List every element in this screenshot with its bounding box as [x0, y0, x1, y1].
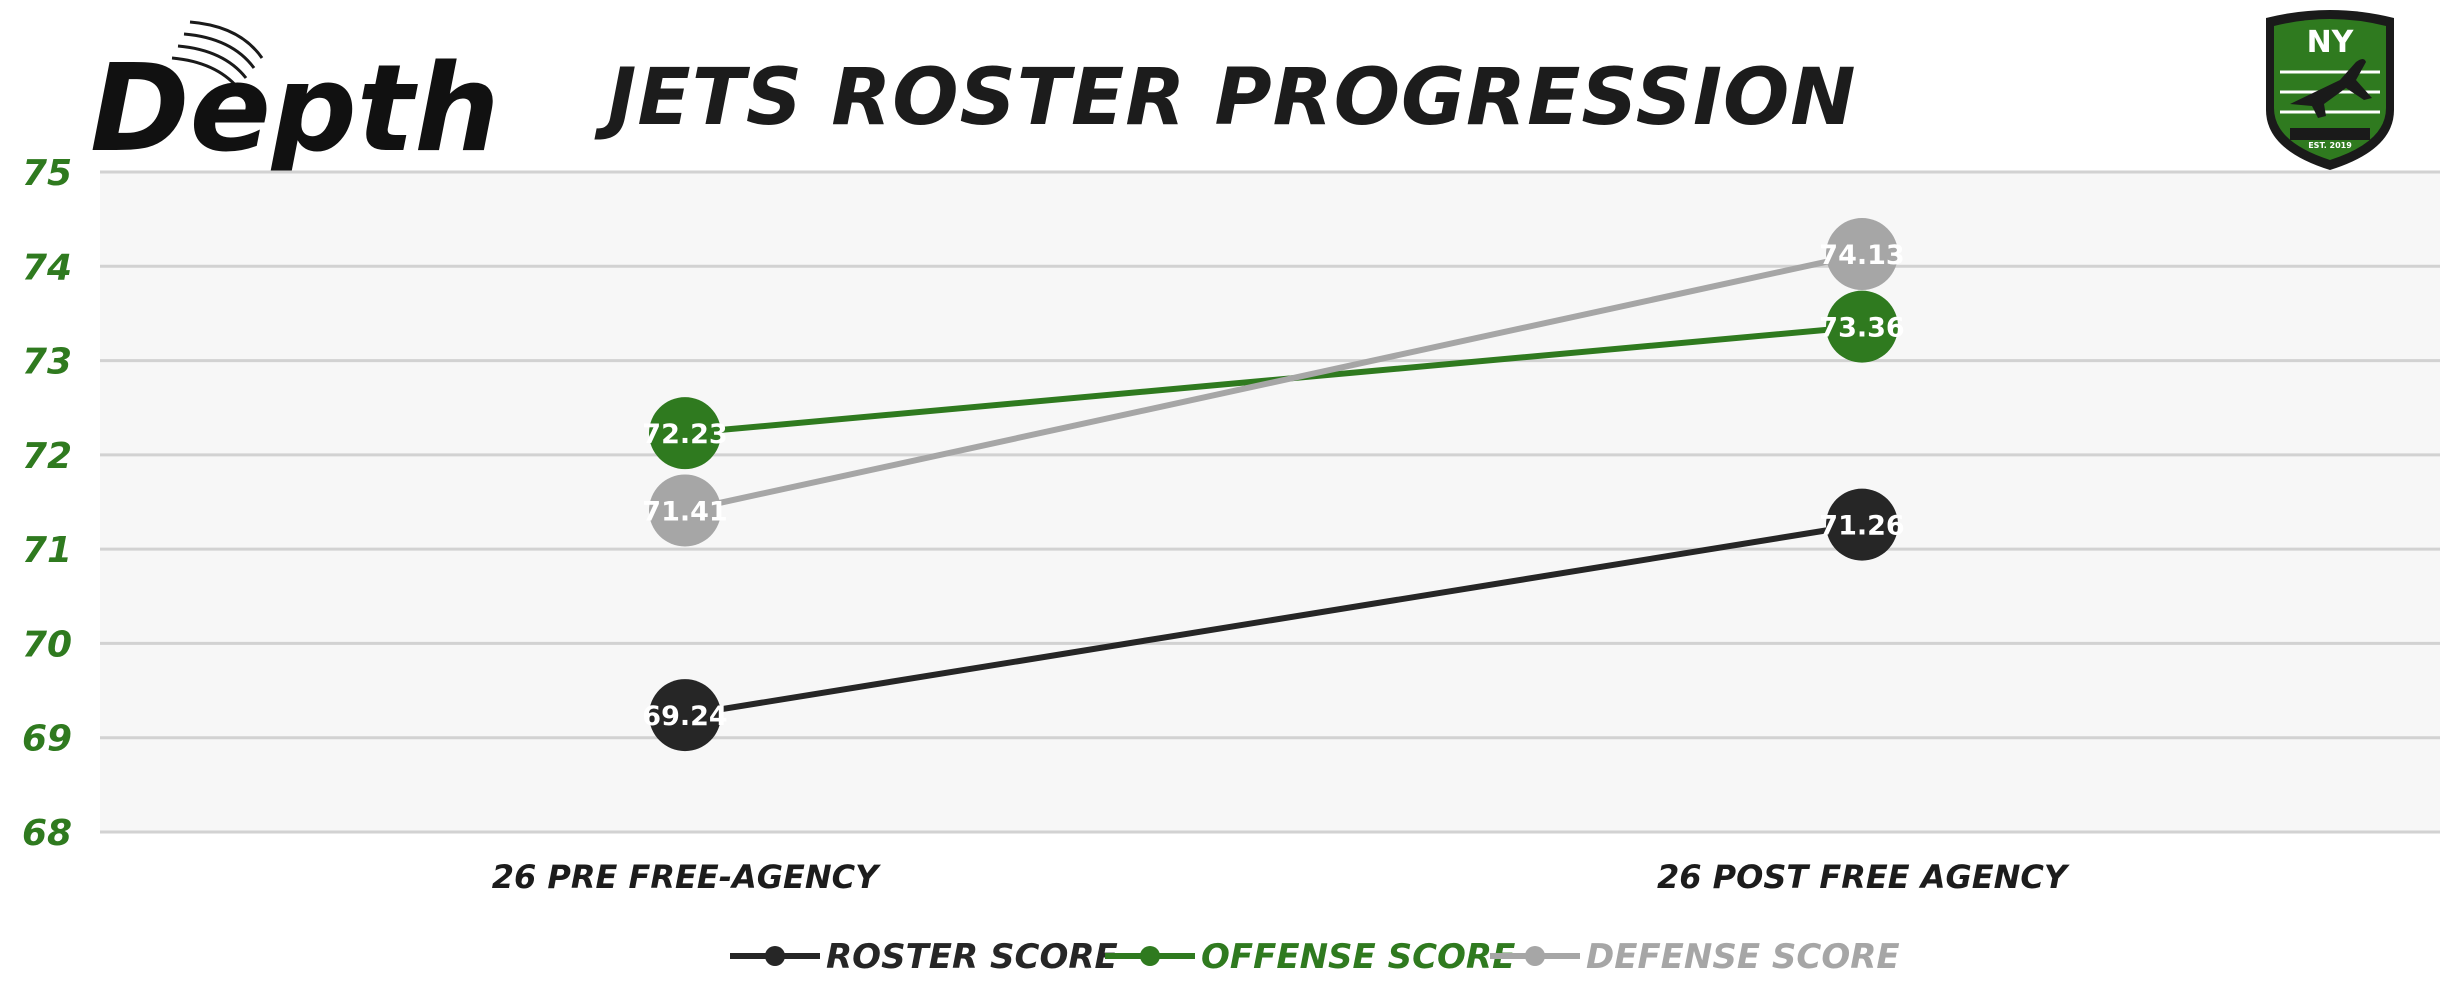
- data-point-offense-1: [1826, 290, 1898, 363]
- logo-stripes-icon: [171, 20, 264, 89]
- legend-marker-offense: [1140, 946, 1160, 966]
- y-tick-label-70: 70: [22, 624, 72, 665]
- y-tick-label-74: 74: [22, 247, 72, 288]
- data-point-roster-1: [1826, 488, 1898, 561]
- data-label-roster-1: 71.26: [1819, 511, 1904, 542]
- shield-text: NY: [2307, 25, 2355, 60]
- legend-marker-roster: [765, 946, 785, 966]
- y-tick-label-73: 73: [22, 342, 72, 383]
- series-line-roster: [682, 521, 1865, 719]
- y-tick-label-68: 68: [22, 813, 72, 854]
- depth-logo-text: Depth: [90, 40, 500, 179]
- y-tick-label-71: 71: [22, 530, 72, 571]
- depth-logo: Depth: [90, 20, 500, 179]
- x-tick-label-1: 26 POST FREE AGENCY: [1657, 858, 2070, 896]
- chart-title: JETS ROSTER PROGRESSION: [594, 53, 1856, 143]
- data-label-offense-1: 73.36: [1819, 313, 1904, 344]
- data-label-defense-0: 71.41: [642, 496, 727, 527]
- airplane-icon: [2290, 59, 2372, 118]
- legend: ROSTER SCORE OFFENSE SCORE DEFENSE SCORE: [730, 937, 1900, 977]
- data-point-defense-1: [1826, 218, 1898, 291]
- legend-label-offense: OFFENSE SCORE: [1201, 937, 1515, 977]
- x-tick-label-0: 26 PRE FREE-AGENCY: [492, 858, 881, 896]
- data-points: 69.24 71.26 72.23 73.36 71.41 74.13: [642, 218, 1905, 752]
- y-axis-tick-labels: 68 69 70 71 72 73 74 75: [22, 153, 72, 854]
- data-point-defense-0: [649, 474, 721, 547]
- jets-shield-logo: NY EST. 2019: [2266, 10, 2394, 170]
- data-label-roster-0: 69.24: [642, 701, 727, 732]
- x-axis-tick-labels: 26 PRE FREE-AGENCY 26 POST FREE AGENCY: [492, 858, 2070, 896]
- data-label-defense-1: 74.13: [1819, 240, 1904, 271]
- plot-area: [100, 172, 2440, 832]
- shield-subtext: EST. 2019: [2308, 141, 2352, 150]
- y-tick-label-72: 72: [22, 436, 72, 477]
- data-point-roster-0: [649, 679, 721, 752]
- legend-marker-defense: [1525, 946, 1545, 966]
- y-tick-label-75: 75: [22, 153, 72, 194]
- data-point-offense-0: [649, 397, 721, 470]
- series-line-defense: [682, 251, 1865, 514]
- gridlines: [100, 170, 2440, 834]
- series-lines: [682, 251, 1865, 719]
- legend-label-roster: ROSTER SCORE: [826, 937, 1118, 977]
- legend-label-defense: DEFENSE SCORE: [1586, 937, 1900, 977]
- y-tick-label-69: 69: [22, 719, 72, 760]
- data-label-offense-0: 72.23: [642, 419, 727, 450]
